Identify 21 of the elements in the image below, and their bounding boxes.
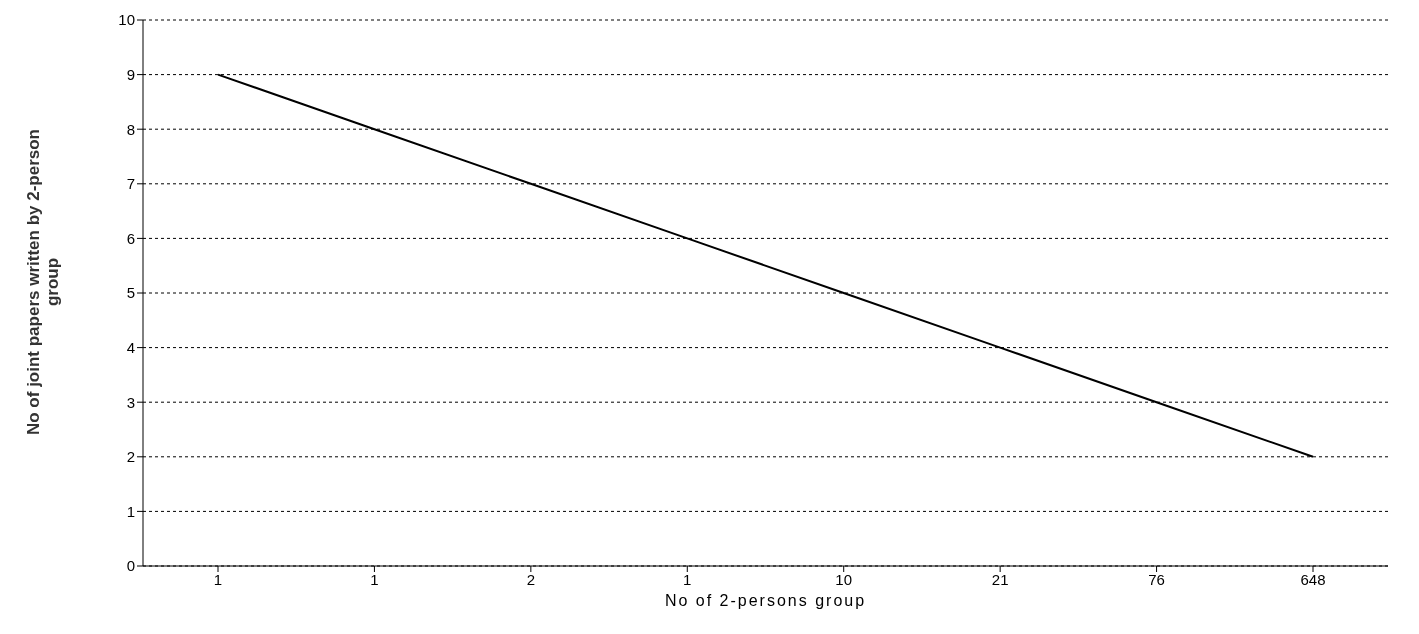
x-tick-label: 648 [1300, 570, 1326, 588]
y-axis-title: No of joint papers written by 2-person group [24, 128, 62, 437]
x-tick-label: 1 [683, 570, 692, 588]
y-tick-label: 10 [118, 11, 135, 29]
x-tick-label: 1 [213, 570, 223, 588]
y-tick-label: 2 [126, 448, 135, 466]
y-tick-label: 1 [126, 502, 135, 520]
x-axis-title: No of 2-persons group [664, 592, 867, 609]
y-tick-label: 3 [126, 393, 135, 411]
y-tick-label: 8 [126, 120, 135, 138]
x-tick-label: 1 [370, 570, 379, 588]
x-tick-label: 21 [991, 570, 1009, 588]
y-tick-label: 6 [126, 229, 135, 247]
y-tick-label: 4 [126, 338, 135, 356]
x-tick-label: 2 [526, 570, 536, 588]
x-tick-label: 10 [835, 570, 853, 588]
y-tick-label: 5 [126, 284, 135, 302]
y-tick-label: 7 [126, 175, 135, 193]
y-tick-label: 9 [126, 65, 135, 83]
y-tick-label: 0 [126, 557, 135, 575]
x-tick-label: 76 [1148, 570, 1165, 588]
